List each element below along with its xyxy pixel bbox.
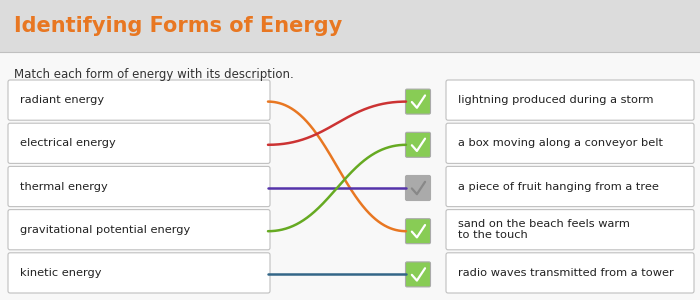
Text: thermal energy: thermal energy xyxy=(20,182,108,191)
Text: gravitational potential energy: gravitational potential energy xyxy=(20,225,190,235)
Text: electrical energy: electrical energy xyxy=(20,138,116,148)
Text: radio waves transmitted from a tower: radio waves transmitted from a tower xyxy=(458,268,673,278)
Bar xyxy=(0,52,700,300)
FancyBboxPatch shape xyxy=(446,80,694,120)
FancyBboxPatch shape xyxy=(446,253,694,293)
FancyBboxPatch shape xyxy=(8,210,270,250)
FancyBboxPatch shape xyxy=(405,262,430,287)
FancyBboxPatch shape xyxy=(8,253,270,293)
FancyBboxPatch shape xyxy=(405,219,430,244)
Text: kinetic energy: kinetic energy xyxy=(20,268,101,278)
Text: radiant energy: radiant energy xyxy=(20,95,104,105)
FancyBboxPatch shape xyxy=(8,123,270,164)
Text: a piece of fruit hanging from a tree: a piece of fruit hanging from a tree xyxy=(458,182,659,191)
Bar xyxy=(0,0,700,52)
FancyBboxPatch shape xyxy=(405,89,430,114)
FancyBboxPatch shape xyxy=(405,176,430,200)
FancyBboxPatch shape xyxy=(8,167,270,207)
Text: Match each form of energy with its description.: Match each form of energy with its descr… xyxy=(14,68,294,81)
Text: sand on the beach feels warm
to the touch: sand on the beach feels warm to the touc… xyxy=(458,219,630,241)
Text: Identifying Forms of Energy: Identifying Forms of Energy xyxy=(14,16,342,36)
FancyBboxPatch shape xyxy=(8,80,270,120)
FancyBboxPatch shape xyxy=(405,132,430,157)
Text: lightning produced during a storm: lightning produced during a storm xyxy=(458,95,654,105)
Text: a box moving along a conveyor belt: a box moving along a conveyor belt xyxy=(458,138,663,148)
FancyBboxPatch shape xyxy=(446,123,694,164)
FancyBboxPatch shape xyxy=(446,167,694,207)
FancyBboxPatch shape xyxy=(446,210,694,250)
